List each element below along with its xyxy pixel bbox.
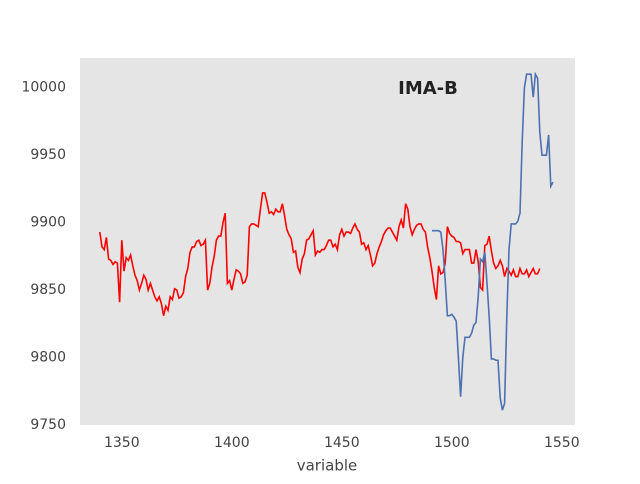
- x-tick-label: 1350: [104, 435, 140, 451]
- y-tick-label: 9750: [30, 417, 66, 433]
- line-series: [432, 71, 554, 411]
- x-tick-label: 1550: [544, 435, 580, 451]
- line-series: [99, 192, 541, 316]
- y-tick-label: 9900: [30, 215, 66, 231]
- y-tick-label: 9950: [30, 147, 66, 163]
- x-axis-label: variable: [297, 457, 358, 475]
- y-tick-label: 10000: [21, 80, 66, 96]
- y-tick-label: 9850: [30, 282, 66, 298]
- x-tick-label: 1500: [434, 435, 470, 451]
- x-tick-label: 1450: [324, 435, 360, 451]
- x-tick-label: 1400: [214, 435, 250, 451]
- chart-title: IMA-B: [398, 78, 458, 99]
- y-tick-label: 9800: [30, 350, 66, 366]
